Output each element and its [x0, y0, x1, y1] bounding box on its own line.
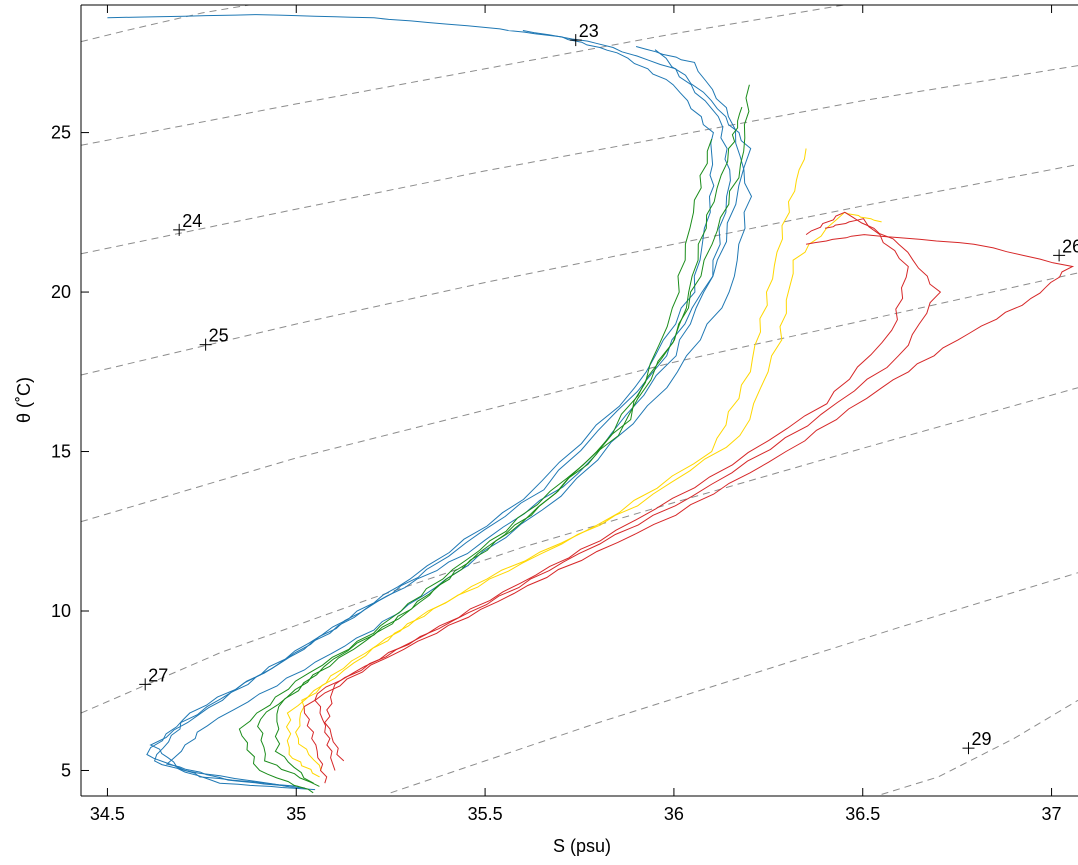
isopycnal-label-27: 27: [148, 665, 168, 685]
isopycnal-line-2: [81, 65, 1078, 255]
x-tick-label-5: 37: [1042, 804, 1062, 824]
series-line-3: [149, 49, 752, 787]
y-tick-label-4: 25: [51, 123, 71, 143]
isopycnal-label-29: 29: [971, 729, 991, 749]
isopycnal-line-3: [81, 164, 1078, 376]
y-tick-label-1: 10: [51, 601, 71, 621]
isopycnal-line-6: [390, 572, 1078, 794]
y-tick-label-2: 15: [51, 442, 71, 462]
isopycnal-layer: [81, 5, 1078, 795]
x-tick-label-4: 36.5: [845, 804, 880, 824]
x-tick-label-0: 34.5: [90, 804, 125, 824]
axes-layer: [80, 4, 1078, 797]
x-tick-label-1: 35: [286, 804, 306, 824]
isopycnal-label-26: 26: [1062, 236, 1078, 256]
series-line-11: [324, 218, 909, 762]
x-axis-title: S (psu): [553, 836, 611, 856]
series-line-1: [146, 30, 731, 787]
isopycnal-line-1: [81, 5, 847, 146]
y-axis-title: θ (˚C): [14, 377, 34, 423]
x-tick-label-3: 36: [664, 804, 684, 824]
series-line-9: [303, 234, 1075, 784]
isopycnal-line-5: [81, 387, 1078, 714]
x-tick-label-2: 35.5: [468, 804, 503, 824]
y-tick-label-0: 5: [61, 760, 71, 780]
series-line-6: [274, 138, 713, 784]
isopycnal-line-4: [81, 272, 1078, 523]
series-line-5: [257, 106, 743, 787]
series-line-10: [314, 211, 942, 771]
y-tick-label-3: 20: [51, 282, 71, 302]
isopycnal-label-25: 25: [209, 326, 229, 346]
series-layer: [107, 14, 1075, 794]
isopycnal-label-layer: 23 24 25 26 27 29: [139, 21, 1078, 755]
series-line-4: [238, 84, 750, 794]
isopycnal-line-7: [881, 699, 1078, 795]
tick-layer: 34.5 35 35.5 36 36.5 37 5 10 15 20 25: [51, 5, 1062, 824]
series-line-7: [285, 148, 807, 778]
isopycnal-label-24: 24: [182, 211, 202, 231]
isopycnal-label-23: 23: [579, 21, 599, 41]
